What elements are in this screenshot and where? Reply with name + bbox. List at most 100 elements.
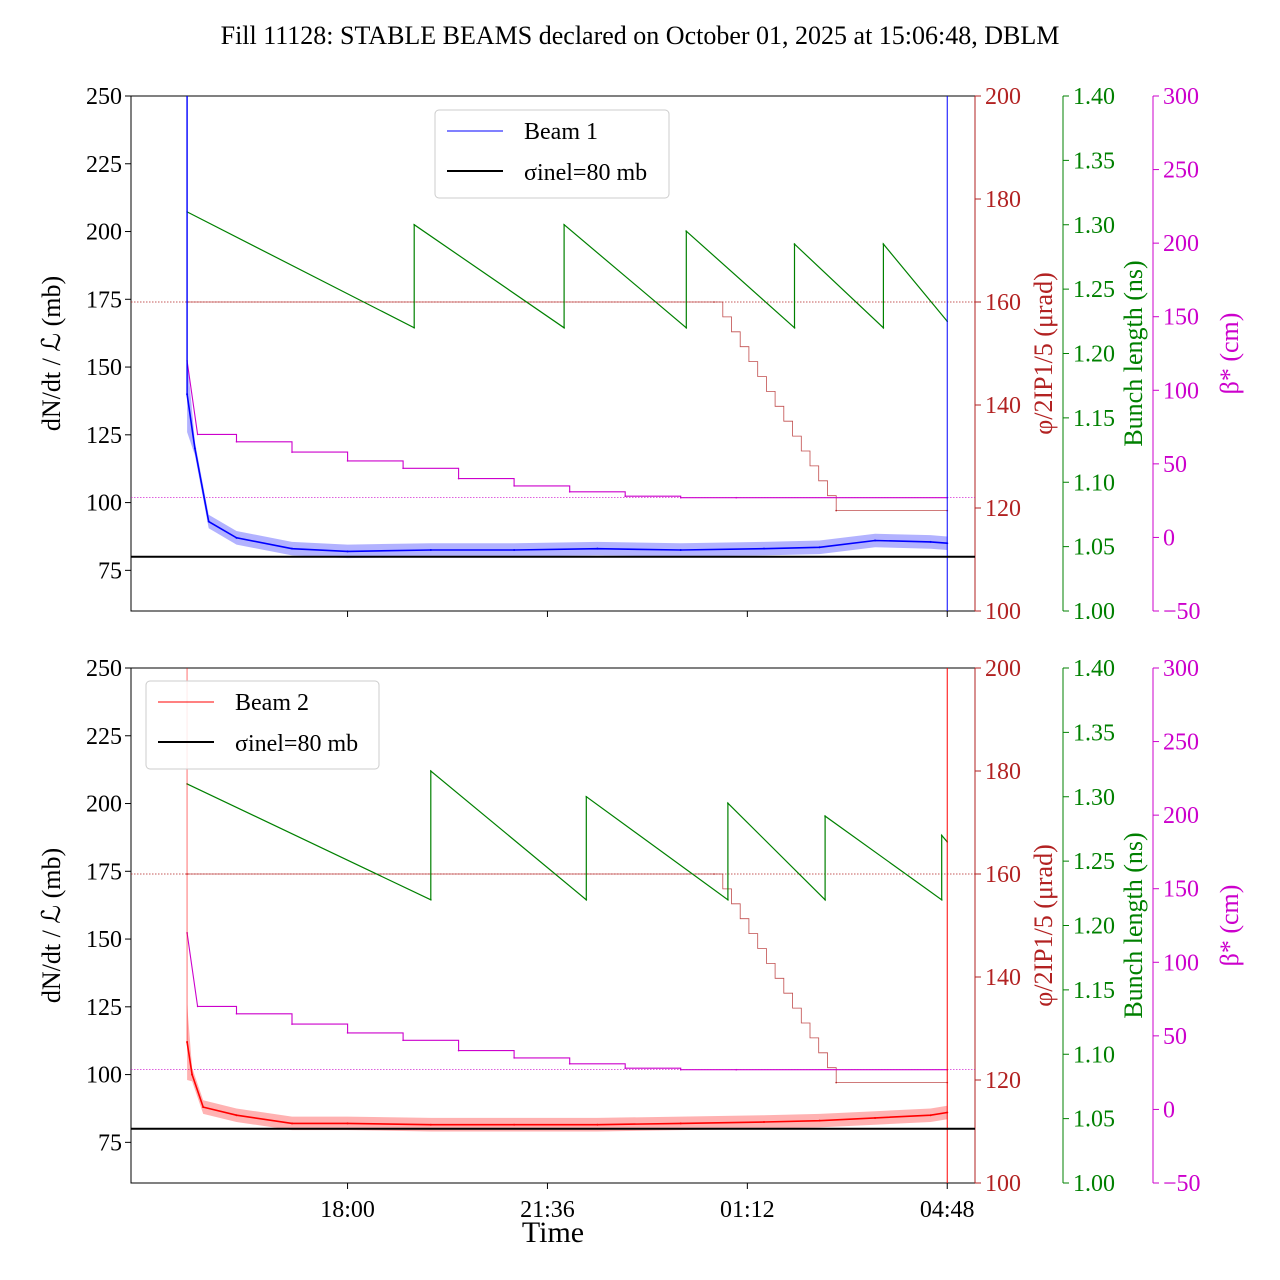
beam-point bbox=[291, 547, 294, 550]
beta-star-point bbox=[513, 1057, 515, 1059]
legend-sigma-label: σinel=80 mb bbox=[524, 160, 647, 186]
beta-axis-tick-label: 50 bbox=[1163, 1024, 1187, 1050]
beta-star-point bbox=[291, 1023, 293, 1025]
crossing-angle-point bbox=[186, 873, 188, 875]
beam-point bbox=[818, 1119, 821, 1122]
beta-axis-tick-label: 50 bbox=[1163, 452, 1187, 478]
beam-point bbox=[763, 547, 765, 550]
crossing-angle-point bbox=[835, 509, 837, 512]
bunch-axis-tick-label: 1.00 bbox=[1073, 599, 1115, 625]
beta-axis-tick-label: −50 bbox=[1163, 599, 1201, 625]
bunch-axis-tick-label: 1.30 bbox=[1073, 785, 1115, 811]
x-axis-tick-label: 18:00 bbox=[320, 1197, 375, 1223]
beta-axis-tick-label: 150 bbox=[1163, 877, 1199, 903]
bunch-length-point bbox=[793, 243, 796, 245]
beam-point bbox=[202, 1106, 205, 1109]
panel-bottom: 75 100 125 150 175 200 225 250 18:00 21:36 01:12 04… bbox=[37, 656, 1244, 1223]
angle-axis-label: φ/2IP1/5 (μrad) bbox=[1029, 272, 1058, 435]
beta-axis-tick-label: 200 bbox=[1163, 803, 1199, 829]
angle-axis-tick-label: 120 bbox=[985, 496, 1021, 522]
beam-point bbox=[235, 536, 238, 539]
left-axis-tick-label: 175 bbox=[86, 859, 122, 885]
beta-axis-tick-label: 150 bbox=[1163, 305, 1199, 331]
beta-axis-tick-label: 0 bbox=[1163, 525, 1175, 551]
crossing-angle-point bbox=[713, 301, 715, 303]
bunch-axis-label: Bunch length (ns) bbox=[1119, 260, 1148, 446]
beam-point bbox=[207, 520, 210, 523]
beam-point bbox=[763, 1121, 765, 1124]
x-axis-tick-label: 21:36 bbox=[520, 1197, 575, 1223]
bunch-axis-tick-label: 1.35 bbox=[1073, 148, 1115, 174]
legend: Beam 2 σinel=80 mb bbox=[145, 680, 380, 770]
beam-point bbox=[513, 1123, 516, 1126]
left-axis-tick-label: 100 bbox=[86, 1063, 122, 1089]
bunch-length-line bbox=[186, 769, 948, 902]
beta-star-point bbox=[568, 491, 571, 493]
left-axis-tick-label: 150 bbox=[86, 355, 122, 381]
beam-line bbox=[186, 394, 948, 553]
left-axis-tick-label: 225 bbox=[86, 724, 122, 750]
beam-point bbox=[874, 1116, 877, 1119]
beta-axis-tick-label: 250 bbox=[1163, 730, 1199, 756]
bunch-axis-label: Bunch length (ns) bbox=[1119, 832, 1148, 1018]
crossing-angle-point bbox=[713, 873, 715, 875]
bunch-axis-tick-label: 1.25 bbox=[1073, 277, 1115, 303]
crossing-angle-point bbox=[835, 1081, 837, 1084]
bunch-length-line bbox=[186, 211, 948, 330]
bunch-axis-tick-label: 1.00 bbox=[1073, 1171, 1115, 1197]
beta-star-point bbox=[402, 467, 404, 470]
beam-point bbox=[679, 1122, 682, 1125]
left-axis-tick-label: 75 bbox=[98, 1130, 122, 1156]
beta-star-line bbox=[186, 360, 948, 499]
angle-axis-label: φ/2IP1/5 (μrad) bbox=[1029, 844, 1058, 1007]
beam-point bbox=[679, 549, 682, 552]
beta-star-point bbox=[235, 440, 238, 443]
left-axis-label: dN/dt / ℒ (mb) bbox=[37, 276, 66, 431]
beam-point bbox=[596, 547, 599, 550]
left-axis-tick-label: 100 bbox=[86, 491, 122, 517]
bunch-length-point bbox=[882, 243, 885, 245]
beta-star-point bbox=[513, 485, 515, 487]
bunch-axis-tick-label: 1.20 bbox=[1073, 914, 1115, 940]
series-group bbox=[131, 668, 975, 1183]
bunch-length-point bbox=[824, 815, 826, 817]
angle-axis-tick-label: 140 bbox=[985, 965, 1021, 991]
beta-star-point bbox=[624, 495, 626, 498]
beam-point bbox=[186, 1041, 189, 1044]
legend-beam-label: Beam 1 bbox=[524, 119, 598, 145]
beam-point bbox=[429, 1123, 432, 1126]
beta-star-point bbox=[346, 1032, 349, 1034]
beam-point bbox=[818, 546, 821, 549]
beam-point bbox=[235, 1114, 238, 1117]
bunch-axis-tick-label: 1.40 bbox=[1073, 656, 1115, 682]
bunch-length-point bbox=[793, 326, 796, 329]
beta-star-point bbox=[196, 1005, 199, 1008]
x-axis-tick-label: 04:48 bbox=[920, 1197, 975, 1223]
angle-axis-tick-label: 100 bbox=[985, 599, 1021, 625]
bunch-length-point bbox=[685, 230, 688, 232]
beta-star-point bbox=[457, 477, 460, 480]
bunch-axis-tick-label: 1.15 bbox=[1073, 406, 1115, 432]
bunch-length-point bbox=[186, 783, 188, 785]
left-axis-tick-label: 125 bbox=[86, 995, 122, 1021]
angle-axis-tick-label: 200 bbox=[985, 84, 1021, 110]
beta-star-point bbox=[457, 1049, 460, 1052]
legend-frame bbox=[145, 680, 380, 770]
beta-axis-tick-label: 250 bbox=[1163, 158, 1199, 184]
bunch-axis-tick-label: 1.05 bbox=[1073, 535, 1115, 561]
angle-axis-tick-label: 180 bbox=[985, 759, 1021, 785]
bunch-length-point bbox=[727, 802, 729, 804]
bunch-axis-tick-label: 1.40 bbox=[1073, 84, 1115, 110]
beam-uncertainty-band bbox=[187, 356, 948, 559]
bunch-length-point bbox=[430, 898, 432, 901]
bunch-length-point bbox=[824, 898, 826, 901]
beam-point bbox=[346, 1122, 349, 1125]
left-axis-tick-label: 250 bbox=[86, 656, 122, 682]
beam-point bbox=[513, 549, 516, 552]
beta-star-point bbox=[402, 1039, 404, 1042]
beta-star-point bbox=[346, 460, 349, 462]
bunch-axis-tick-label: 1.10 bbox=[1073, 1042, 1115, 1068]
angle-axis-tick-label: 100 bbox=[985, 1171, 1021, 1197]
beta-axis-tick-label: 300 bbox=[1163, 656, 1199, 682]
